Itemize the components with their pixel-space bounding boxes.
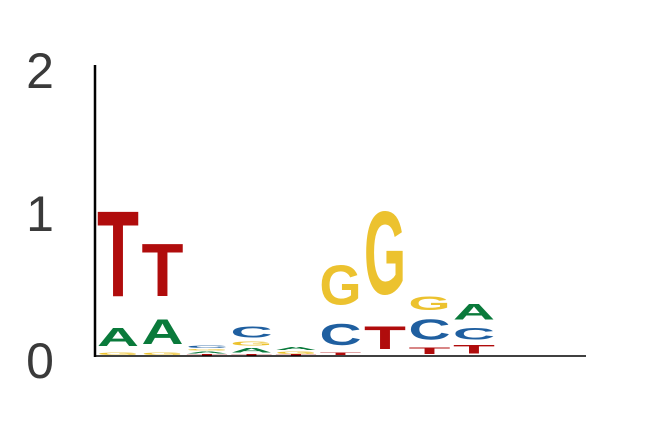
logo-letter-g: G — [142, 352, 184, 356]
logo-letter-g: G — [409, 292, 451, 314]
logo-letter-g: G — [320, 253, 362, 317]
logo-letter-g: G — [275, 351, 317, 355]
logo-letter-c: C — [186, 345, 228, 349]
y-tick-label-1: 1 — [26, 186, 54, 242]
y-tick-label-2: 2 — [26, 43, 54, 99]
y-tick-label-0: 0 — [26, 333, 54, 389]
logo-letter-a: A — [453, 300, 495, 324]
logo-letter-t: T — [409, 346, 451, 356]
logo-letter-t: T — [231, 354, 273, 356]
logo-letters: GATGATTAGCTAGCTGATCGTGTCGTCA — [97, 186, 495, 356]
logo-letter-t: T — [364, 320, 406, 356]
logo-letter-g: G — [186, 349, 228, 351]
logo-letter-g: G — [97, 352, 139, 356]
logo-letter-g: G — [364, 187, 406, 320]
logo-letter-a: A — [142, 313, 184, 352]
logo-letter-c: C — [453, 324, 495, 343]
logo-letter-t: T — [453, 343, 495, 356]
logo-letter-g: G — [231, 341, 273, 347]
logo-letter-t: T — [97, 186, 139, 323]
logo-letter-c: C — [231, 324, 273, 341]
logo-letter-t: T — [186, 354, 228, 356]
logo-letter-a: A — [275, 346, 317, 351]
logo-letter-t: T — [320, 352, 362, 356]
logo-letter-t: T — [142, 230, 184, 313]
logo-letter-c: C — [409, 314, 451, 346]
logo-letter-a: A — [97, 322, 139, 351]
logo-letter-a: A — [186, 351, 228, 354]
logo-letter-a: A — [231, 347, 273, 354]
logo-letter-c: C — [320, 317, 362, 352]
